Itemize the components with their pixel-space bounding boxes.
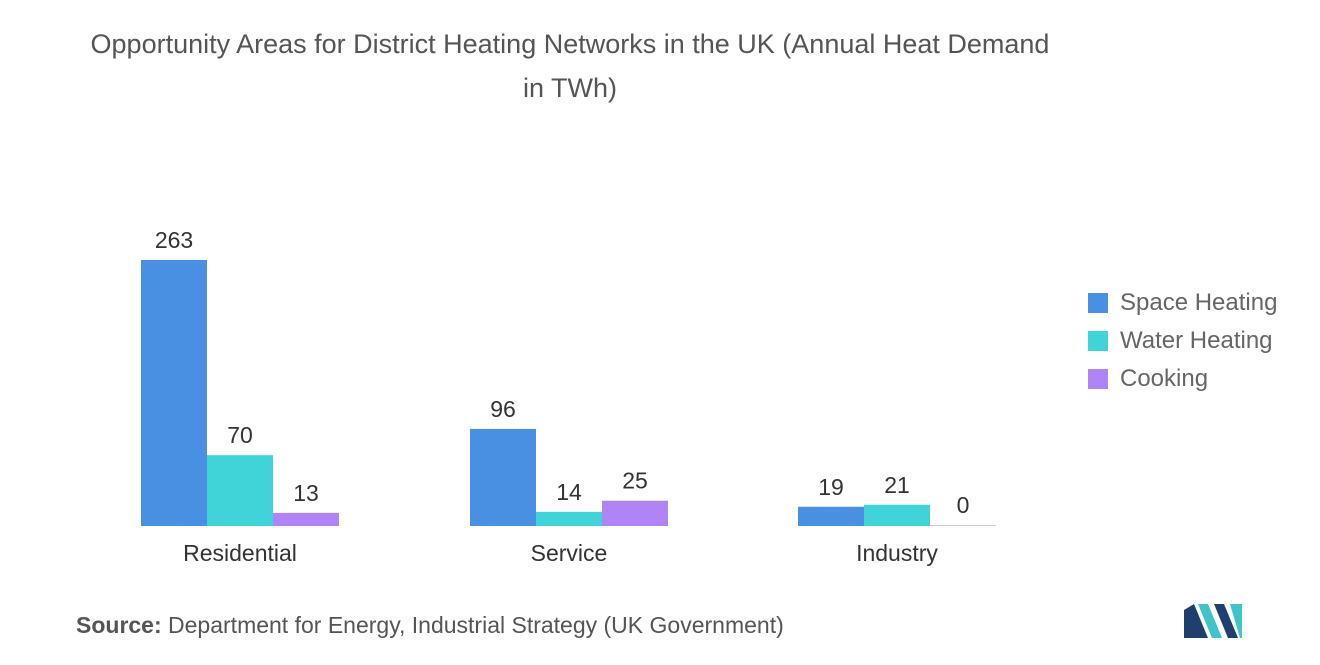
source-label: Source: <box>76 612 162 638</box>
bar-service-space-heating <box>470 428 536 526</box>
bar-service-cooking <box>602 500 668 526</box>
category-labels-layer: Residential Service Industry <box>183 540 938 566</box>
bar-industry-water-heating <box>864 504 930 526</box>
bar-residential-space-heating <box>141 260 207 526</box>
data-label-industry-water-heating: 21 <box>884 472 910 498</box>
source-note: Source: Department for Energy, Industria… <box>76 612 784 639</box>
data-label-service-water-heating: 14 <box>556 479 582 505</box>
category-label-residential: Residential <box>183 540 297 566</box>
data-label-residential-cooking: 13 <box>293 480 319 506</box>
bar-service-water-heating <box>536 511 602 526</box>
bar-labels-layer: 263 70 13 96 14 25 19 21 0 <box>155 227 970 518</box>
legend-label: Cooking <box>1120 365 1209 392</box>
bar-residential-water-heating <box>207 455 273 526</box>
data-label-service-space-heating: 96 <box>490 396 516 422</box>
legend-swatch-water-heating <box>1088 331 1108 351</box>
data-label-industry-space-heating: 19 <box>818 474 844 500</box>
bar-residential-cooking <box>273 512 339 526</box>
bar-industry-space-heating <box>798 506 864 526</box>
bars-layer <box>141 260 996 526</box>
legend-swatch-cooking <box>1088 369 1108 389</box>
legend-swatch-space-heating <box>1088 293 1108 313</box>
data-label-residential-water-heating: 70 <box>227 422 253 448</box>
bar-chart: 263 70 13 96 14 25 19 21 0 Residential Service Ind… <box>141 227 996 566</box>
data-label-residential-space-heating: 263 <box>155 227 193 253</box>
category-label-service: Service <box>531 540 608 566</box>
legend-item-water-heating: Water Heating <box>1088 322 1277 360</box>
mordor-intelligence-logo-icon <box>1184 604 1242 638</box>
data-label-service-cooking: 25 <box>622 468 648 494</box>
legend-item-space-heating: Space Heating <box>1088 284 1277 322</box>
category-label-industry: Industry <box>856 540 938 566</box>
legend-label: Water Heating <box>1120 327 1273 354</box>
legend-item-cooking: Cooking <box>1088 360 1277 398</box>
bar-industry-cooking <box>930 525 996 526</box>
legend-label: Space Heating <box>1120 289 1278 316</box>
chart-title: Opportunity Areas for District Heating N… <box>90 29 1050 103</box>
data-label-industry-cooking: 0 <box>957 492 970 518</box>
legend: Space Heating Water Heating Cooking <box>1088 284 1277 398</box>
source-text: Department for Energy, Industrial Strate… <box>168 612 784 638</box>
